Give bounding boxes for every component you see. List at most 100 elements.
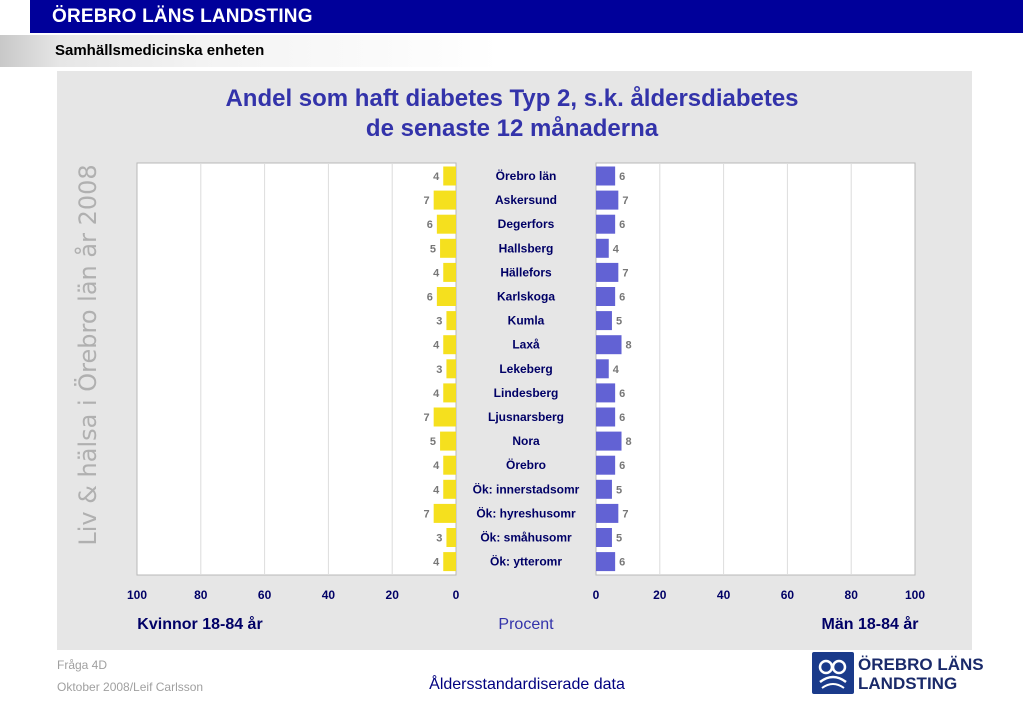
women-data-label: 3 [436,533,442,545]
women-data-label: 5 [430,436,436,448]
men-data-label: 8 [626,436,632,448]
landsting-logo: ÖREBRO LÄNS LANDSTING [812,652,984,696]
left-tick-label: 100 [127,588,147,602]
sub-header-bar [0,35,1023,67]
women-data-label: 5 [430,243,436,255]
x-axis-label-right: Män 18-84 år [822,615,919,633]
category-label: Karlskoga [497,290,555,304]
men-data-label: 6 [619,292,625,304]
men-data-label: 7 [622,508,628,520]
men-data-label: 5 [616,533,622,545]
right-tick-label: 60 [781,588,795,602]
footer-date-author: Oktober 2008/Leif Carlsson [57,680,204,694]
men-data-label: 8 [626,340,632,352]
men-bar [596,359,609,379]
x-axis-label-center: Procent [498,616,554,633]
women-bar [446,528,456,547]
left-plot-area [136,162,457,576]
men-data-label: 7 [622,195,628,207]
women-bar [446,311,456,331]
right-tick-label: 80 [845,588,859,602]
left-tick-label: 80 [194,588,208,602]
header-blue-band [30,0,1023,33]
women-data-label: 4 [433,557,440,569]
header-bar: ÖREBRO LÄNS LANDSTING [0,0,1023,33]
men-data-label: 6 [619,219,625,231]
org-title: ÖREBRO LÄNS LANDSTING [52,6,313,27]
category-label: Hällefors [500,265,552,279]
women-bar [443,383,456,403]
men-bar [596,503,619,523]
women-data-label: 4 [433,460,440,472]
women-bar [443,479,456,499]
women-data-label: 4 [433,267,440,279]
category-label: Degerfors [498,217,555,231]
logo-text-line2: LANDSTING [858,674,958,693]
women-bar [433,503,456,523]
category-label: Lekeberg [499,362,552,376]
logo-mark-icon [812,652,854,694]
men-bar [596,190,619,210]
men-bar [596,455,616,475]
women-bar [433,407,456,427]
category-label: Ök: småhusomr [480,530,572,545]
men-bar [596,383,616,403]
right-tick-label: 100 [905,588,925,602]
women-bar [443,335,456,355]
men-bar [596,335,622,355]
men-bar [596,528,612,547]
men-data-label: 6 [619,460,625,472]
men-data-label: 5 [616,484,622,496]
header-left-block [0,0,30,33]
category-label: Ök: ytteromr [490,554,562,569]
footer-note: Åldersstandardiserade data [429,676,625,693]
men-data-label: 7 [622,267,628,279]
men-bar [596,214,616,234]
category-label: Ök: hyreshusomr [476,505,576,520]
men-bar [596,262,619,282]
women-bar [433,190,456,210]
category-label: Hallsberg [499,241,554,255]
women-bar [436,287,456,306]
men-bar [596,407,616,427]
right-plot-area [595,162,916,576]
men-data-label: 6 [619,388,625,400]
women-data-label: 4 [433,484,440,496]
category-label: Kumla [508,314,545,328]
left-tick-label: 20 [386,588,400,602]
footer-question: Fråga 4D [57,658,108,672]
women-data-label: 3 [436,364,442,376]
men-bar [596,166,616,186]
women-data-label: 6 [427,292,433,304]
left-tick-label: 0 [453,588,460,602]
women-bar [440,431,456,451]
women-data-label: 4 [433,340,440,352]
x-axis-label-left: Kvinnor 18-84 år [137,615,262,633]
men-data-label: 4 [613,364,620,376]
women-data-label: 7 [424,412,430,424]
women-bar [443,166,456,186]
men-data-label: 6 [619,557,625,569]
men-bar [596,479,612,499]
men-bar [596,552,616,572]
category-label: Ök: innerstadsomr [473,481,580,496]
category-label: Ljusnarsberg [488,410,564,424]
category-label: Askersund [495,193,557,207]
left-tick-label: 40 [322,588,336,602]
logo-text-line1: ÖREBRO LÄNS [858,655,984,674]
right-tick-label: 20 [653,588,667,602]
left-tick-label: 60 [258,588,272,602]
men-data-label: 4 [613,243,620,255]
chart-title-line2: de senaste 12 månaderna [365,115,659,142]
women-data-label: 6 [427,219,433,231]
women-bar [443,455,456,475]
men-bar [596,431,622,451]
men-data-label: 6 [619,412,625,424]
right-tick-label: 0 [593,588,600,602]
category-label: Örebro län [496,168,557,183]
women-bar [443,552,456,572]
category-label: Laxå [512,338,540,352]
men-data-label: 5 [616,316,622,328]
unit-title: Samhällsmedicinska enheten [55,42,265,59]
women-data-label: 4 [433,171,440,183]
